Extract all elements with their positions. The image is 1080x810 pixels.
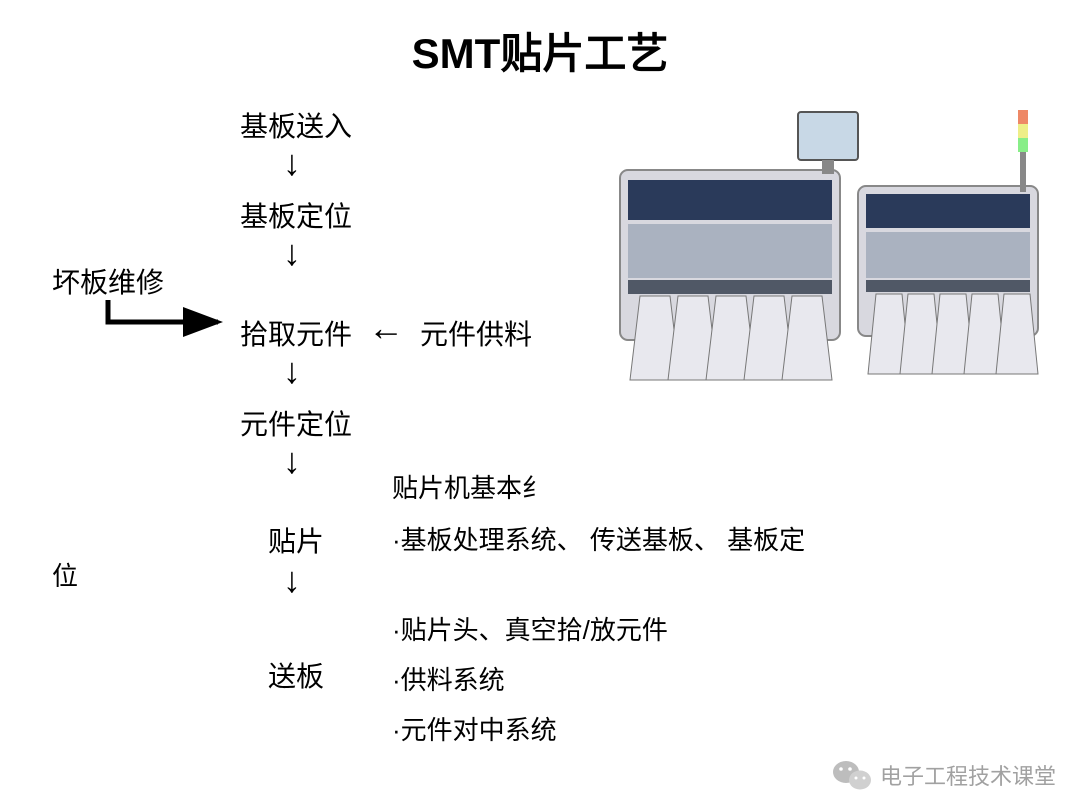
arrow-down-icon: ↓: [283, 443, 301, 479]
flow-step-5: 贴片: [268, 520, 324, 560]
bullet-icon: ·: [392, 525, 401, 555]
flow-step-2: 基板定位: [240, 195, 352, 235]
flow-step-1: 基板送入: [240, 105, 352, 145]
bullet-icon: ·: [392, 665, 401, 695]
flow-step-6: 送板: [268, 655, 324, 695]
systems-bullet-3: ·供料系统: [392, 660, 505, 697]
wechat-icon: [832, 758, 872, 792]
flow-step-3: 拾取元件: [240, 313, 352, 353]
bullet-text: 基板处理系统、 传送基板、 基板定: [401, 525, 805, 555]
bullet-text: 元件对中系统: [401, 715, 557, 745]
systems-header: 贴片机基本纟: [392, 468, 548, 505]
bullet-icon: ·: [392, 715, 401, 745]
systems-bullet-1-wrap: 位: [52, 556, 78, 593]
systems-bullet-4: ·元件对中系统: [392, 710, 557, 747]
elbow-arrow-icon: [100, 298, 230, 338]
arrow-down-icon: ↓: [283, 562, 301, 598]
bullet-text: 贴片头、真空拾/放元件: [401, 615, 668, 645]
flow-side-right: 元件供料: [420, 313, 532, 353]
page-title: SMT贴片工艺: [0, 20, 1080, 81]
arrow-left-icon: ←: [368, 310, 404, 346]
systems-bullet-1: ·基板处理系统、 传送基板、 基板定: [392, 520, 805, 557]
arrow-down-icon: ↓: [283, 353, 301, 389]
arrow-down-icon: ↓: [283, 235, 301, 271]
bullet-icon: ·: [392, 615, 401, 645]
watermark-text: 电子工程技术课堂: [880, 759, 1056, 791]
watermark: 电子工程技术课堂: [832, 758, 1056, 792]
flow-step-4: 元件定位: [240, 403, 352, 443]
machine-illustration: [600, 90, 1060, 440]
arrow-down-icon: ↓: [283, 145, 301, 181]
flow-side-left: 坏板维修: [52, 261, 164, 301]
bullet-text: 供料系统: [401, 665, 505, 695]
systems-bullet-2: ·贴片头、真空拾/放元件: [392, 610, 668, 647]
